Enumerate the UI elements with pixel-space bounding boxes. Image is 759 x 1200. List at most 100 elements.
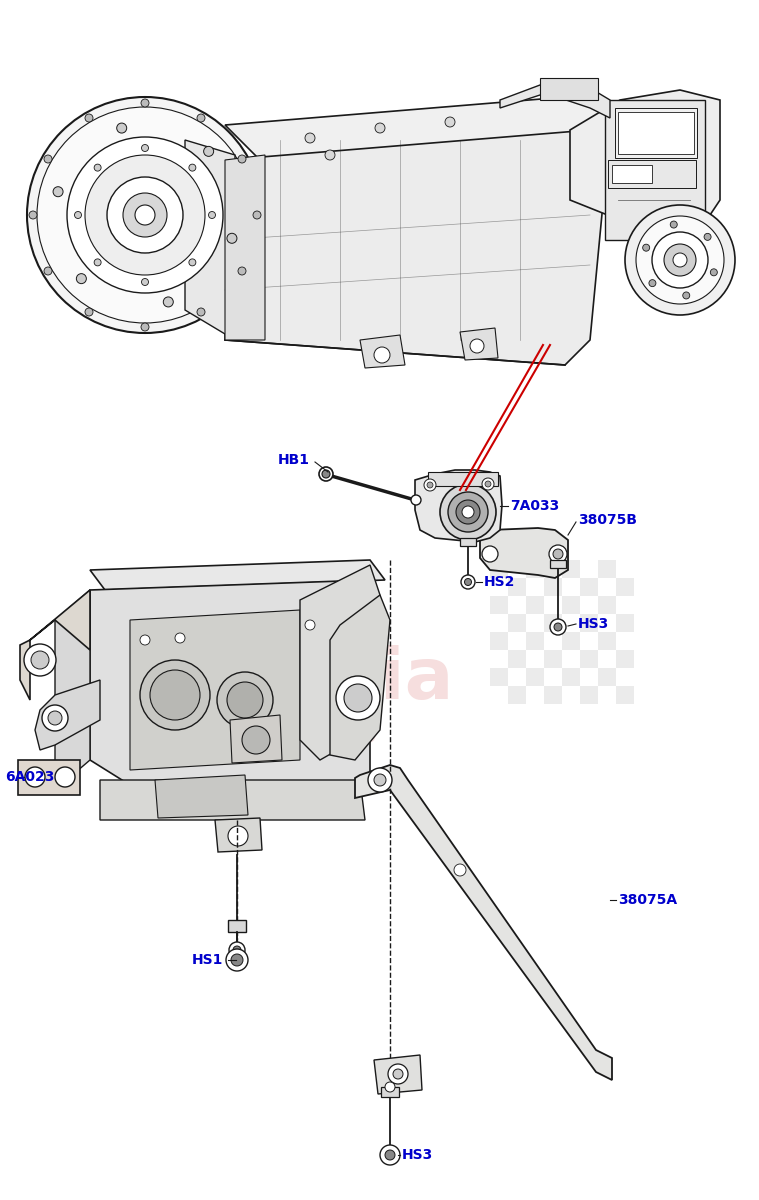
Circle shape [141,144,149,151]
Circle shape [683,292,690,299]
Polygon shape [415,470,502,542]
Circle shape [175,634,185,643]
Text: scuderia: scuderia [106,646,454,714]
Circle shape [482,546,498,562]
Circle shape [233,946,241,954]
Circle shape [141,323,149,331]
Circle shape [643,244,650,251]
Circle shape [424,479,436,491]
Circle shape [55,767,75,787]
Circle shape [217,672,273,728]
Bar [598,668,616,686]
Circle shape [231,954,243,966]
Circle shape [374,347,390,362]
Polygon shape [90,580,370,810]
Bar [580,686,598,704]
Text: HS1: HS1 [192,953,223,967]
Bar [598,596,616,614]
Circle shape [465,578,471,586]
Bar [18,760,80,794]
Bar [228,920,246,932]
Circle shape [135,205,155,226]
Polygon shape [225,95,610,160]
Circle shape [448,492,488,532]
Circle shape [163,296,173,307]
Bar [598,560,616,578]
Circle shape [385,1082,395,1092]
Circle shape [229,942,245,958]
Circle shape [85,308,93,316]
Bar [608,160,696,188]
Bar [490,668,508,686]
Bar [598,632,616,650]
Polygon shape [225,130,610,365]
Bar [550,560,566,568]
Text: HS2: HS2 [484,575,515,589]
Circle shape [368,768,392,792]
Circle shape [209,211,216,218]
Circle shape [238,266,246,275]
Polygon shape [225,155,265,340]
Circle shape [411,494,421,505]
Circle shape [636,216,724,304]
Text: 6A023: 6A023 [5,770,55,784]
Polygon shape [570,90,720,240]
Polygon shape [215,818,262,852]
Bar [544,686,562,704]
Circle shape [344,684,372,712]
Circle shape [380,1145,400,1165]
Bar [580,614,598,632]
Circle shape [440,484,496,540]
Circle shape [673,253,687,266]
Circle shape [393,1069,403,1079]
Circle shape [44,266,52,275]
Circle shape [554,623,562,631]
Circle shape [704,233,711,240]
Polygon shape [185,140,235,340]
Text: 38075B: 38075B [578,514,637,527]
Circle shape [140,660,210,730]
Circle shape [374,774,386,786]
Circle shape [197,114,205,122]
Polygon shape [300,565,380,760]
Polygon shape [360,335,405,368]
Circle shape [454,864,466,876]
Polygon shape [330,595,390,760]
Bar [616,578,634,596]
Circle shape [226,949,248,971]
Circle shape [710,269,717,276]
Circle shape [461,575,475,589]
Bar [544,578,562,596]
Circle shape [44,155,52,163]
Circle shape [238,155,246,163]
Bar [490,632,508,650]
Bar [616,686,634,704]
Circle shape [94,164,101,172]
Circle shape [141,278,149,286]
Polygon shape [355,766,612,1080]
Circle shape [197,308,205,316]
Circle shape [253,211,261,218]
Circle shape [107,176,183,253]
Circle shape [388,1064,408,1084]
Bar [562,668,580,686]
Circle shape [227,682,263,718]
Circle shape [242,726,270,754]
Circle shape [385,1150,395,1160]
Circle shape [140,635,150,646]
Text: HS3: HS3 [402,1148,433,1162]
Circle shape [625,205,735,314]
Circle shape [336,676,380,720]
Circle shape [123,193,167,236]
Bar [618,112,694,154]
Circle shape [85,114,93,122]
Circle shape [85,155,205,275]
Circle shape [549,545,567,563]
Bar [460,538,476,546]
Circle shape [664,244,696,276]
Circle shape [305,133,315,143]
Circle shape [228,826,248,846]
Text: HS3: HS3 [578,617,609,631]
Bar [526,668,544,686]
Bar [490,560,508,578]
